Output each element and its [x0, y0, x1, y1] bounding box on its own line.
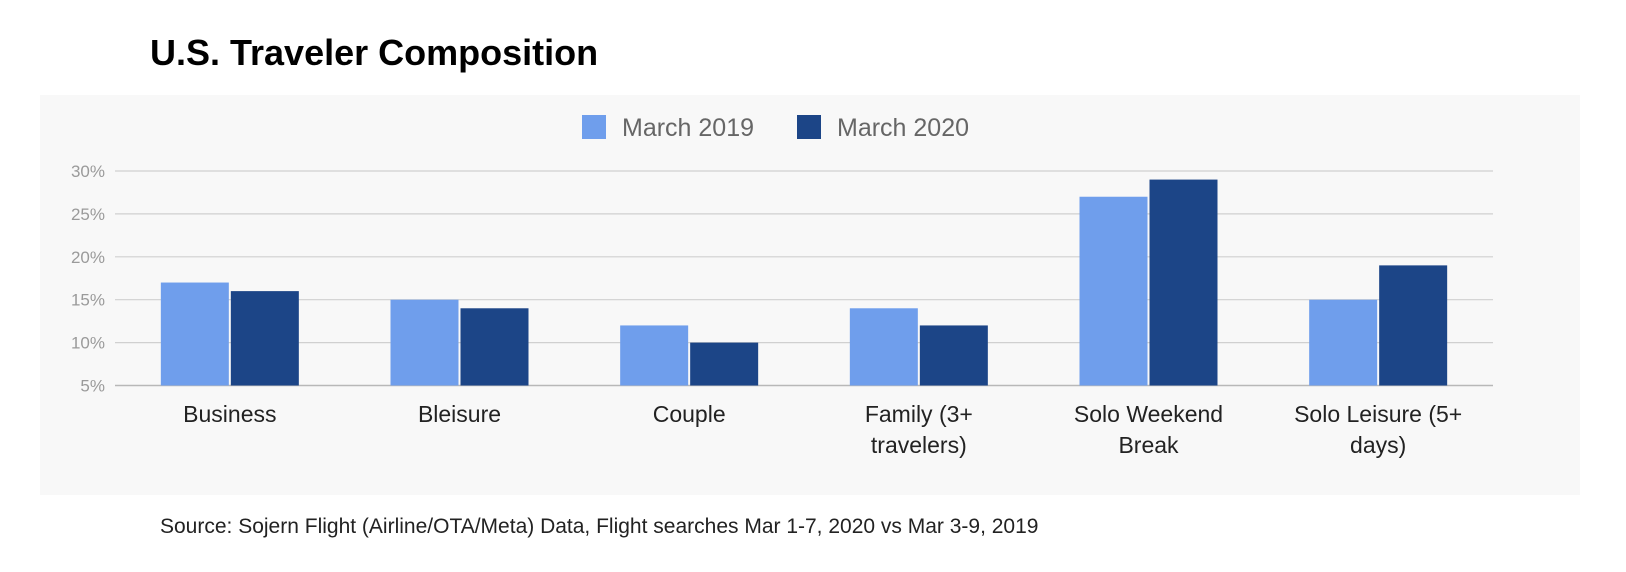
- y-tick-label: 30%: [71, 162, 105, 181]
- bar: [620, 325, 689, 386]
- x-tick-label: Solo Weekend Break: [1074, 401, 1223, 458]
- chart-title: U.S. Traveler Composition: [150, 32, 599, 73]
- legend: March 2019 March 2020: [582, 114, 969, 142]
- y-tick-label: 15%: [71, 291, 105, 310]
- x-axis-labels: Business Bleisure Couple Family (3+ traveler…: [183, 401, 1462, 458]
- y-tick-label: 10%: [71, 334, 105, 353]
- bar-group: [620, 325, 759, 386]
- y-tick-label: 20%: [71, 248, 105, 267]
- bar: [160, 282, 229, 386]
- legend-item: March 2019: [582, 114, 754, 142]
- legend-item: March 2020: [797, 114, 969, 142]
- x-tick-label: Family (3+ travelers): [865, 401, 973, 458]
- bar: [1079, 196, 1148, 386]
- bar: [1379, 265, 1448, 386]
- bar-group: [1079, 179, 1218, 386]
- bar: [1309, 299, 1378, 386]
- bar-group: [1309, 265, 1448, 386]
- y-axis-ticks: 5% 10% 15% 20% 25% 30%: [71, 162, 105, 396]
- bar: [849, 308, 918, 386]
- bar: [919, 325, 988, 386]
- y-tick-label: 25%: [71, 205, 105, 224]
- bar-group: [160, 282, 299, 386]
- bar: [390, 299, 459, 386]
- bar: [690, 342, 759, 386]
- legend-swatch: [582, 115, 606, 139]
- x-tick-label: Business: [183, 401, 276, 427]
- x-tick-label: Couple: [653, 401, 726, 427]
- legend-label: March 2019: [622, 114, 754, 142]
- gridlines: [115, 170, 1493, 387]
- source-note: Source: Sojern Flight (Airline/OTA/Meta)…: [160, 515, 1039, 538]
- bars: [160, 179, 1448, 386]
- bar: [1149, 179, 1218, 386]
- legend-label: March 2020: [837, 114, 969, 142]
- x-tick-label: Bleisure: [418, 401, 501, 427]
- legend-swatch: [797, 115, 821, 139]
- y-tick-label: 5%: [80, 377, 105, 396]
- bar-group: [849, 308, 988, 386]
- bar-group: [390, 299, 529, 386]
- x-tick-label: Solo Leisure (5+ days): [1294, 401, 1462, 458]
- bar: [460, 308, 529, 386]
- bar: [230, 291, 299, 386]
